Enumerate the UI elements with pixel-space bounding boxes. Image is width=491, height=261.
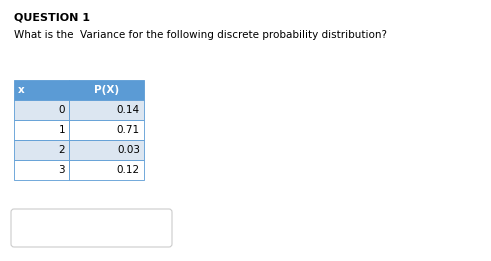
Bar bbox=[69, 160, 144, 180]
Text: 3: 3 bbox=[58, 165, 65, 175]
Bar bbox=[69, 80, 144, 100]
Text: QUESTION 1: QUESTION 1 bbox=[14, 12, 90, 22]
Text: 0.14: 0.14 bbox=[117, 105, 140, 115]
Bar bbox=[14, 100, 69, 120]
Bar bbox=[69, 140, 144, 160]
Bar bbox=[69, 120, 144, 140]
Bar bbox=[69, 100, 144, 120]
Text: 0: 0 bbox=[58, 105, 65, 115]
Text: 1: 1 bbox=[58, 125, 65, 135]
Bar bbox=[14, 160, 69, 180]
FancyBboxPatch shape bbox=[11, 209, 172, 247]
Text: 0.12: 0.12 bbox=[117, 165, 140, 175]
Bar bbox=[14, 80, 69, 100]
Bar bbox=[14, 140, 69, 160]
Text: 0.03: 0.03 bbox=[117, 145, 140, 155]
Text: P(X): P(X) bbox=[94, 85, 119, 95]
Text: 0.71: 0.71 bbox=[117, 125, 140, 135]
Text: What is the  Variance for the following discrete probability distribution?: What is the Variance for the following d… bbox=[14, 30, 387, 40]
Text: 2: 2 bbox=[58, 145, 65, 155]
Bar bbox=[14, 120, 69, 140]
Text: x: x bbox=[18, 85, 25, 95]
